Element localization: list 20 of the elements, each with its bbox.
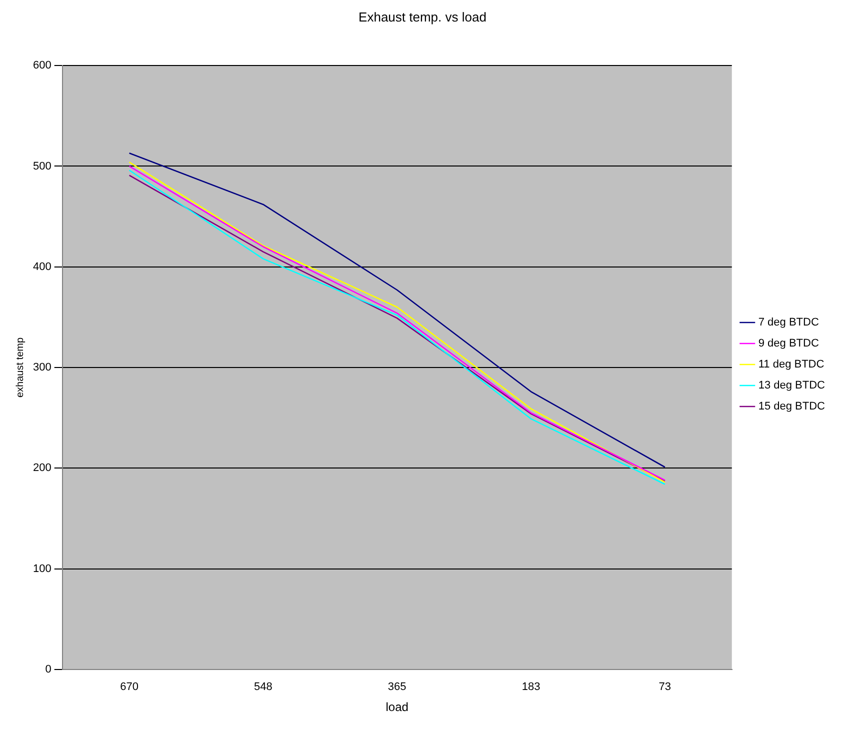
y-tick-label: 300 [32, 362, 52, 374]
y-tick-label: 100 [32, 562, 52, 575]
chart-title: Exhaust temp. vs load [358, 9, 486, 24]
legend-label: 7 deg BTDC [758, 316, 819, 329]
x-tick-label: 183 [522, 681, 540, 694]
y-tick-label: 0 [45, 663, 52, 676]
y-tick-label: 400 [32, 260, 52, 273]
x-tick-label: 670 [120, 681, 138, 694]
y-axis-title: exhaust temp [14, 337, 26, 398]
legend-label: 11 deg BTDC [758, 358, 824, 371]
legend-label: 15 deg BTDC [758, 400, 826, 413]
y-tick-label: 600 [32, 60, 52, 72]
x-tick-label: 365 [388, 681, 406, 694]
legend-label: 9 deg BTDC [758, 338, 819, 350]
y-tick-label: 200 [32, 462, 52, 474]
legend-label: 13 deg BTDC [758, 380, 826, 392]
x-tick-label: 548 [254, 681, 272, 694]
x-axis-title: load [386, 700, 408, 714]
x-tick-label: 73 [658, 681, 672, 694]
y-tick-label: 500 [32, 160, 52, 172]
